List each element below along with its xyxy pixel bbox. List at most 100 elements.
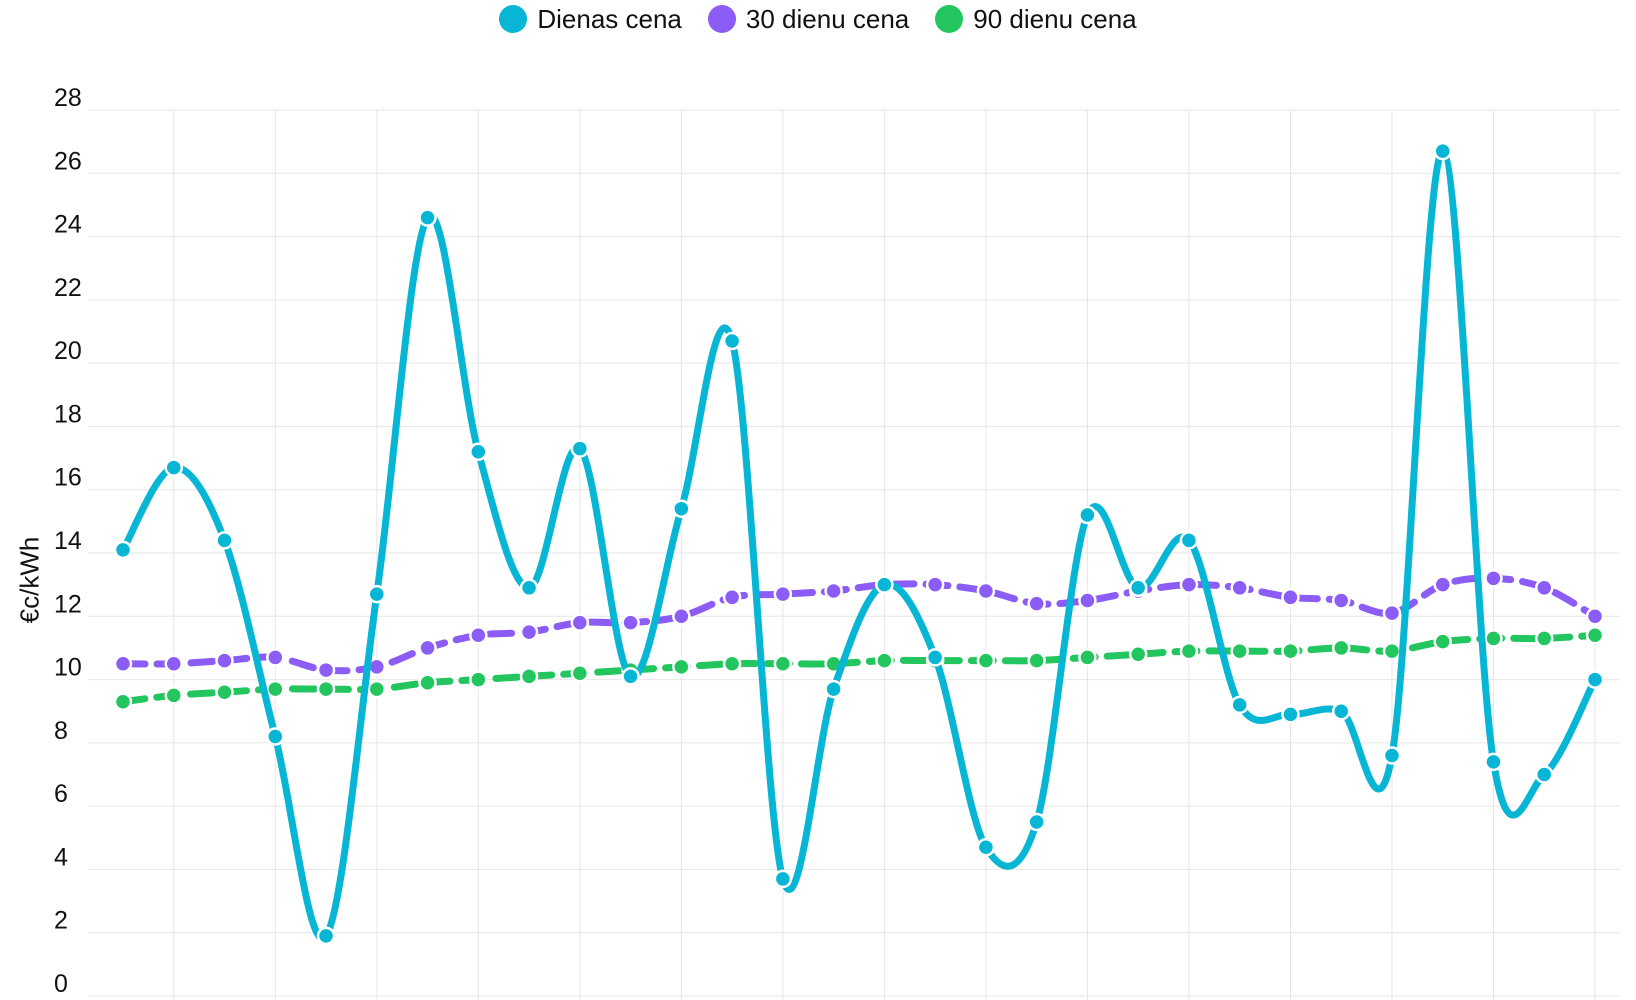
data-point-dienas-cena	[925, 648, 945, 667]
data-point-dienas-cena	[215, 531, 234, 550]
data-point-dienas-cena	[1433, 141, 1452, 161]
data-point-dienas-cena	[773, 869, 793, 889]
data-point-90-dienu-cena	[1331, 638, 1351, 658]
data-point-30-dienu-cena	[113, 654, 133, 673]
data-point-90-dienu-cena	[672, 657, 691, 677]
data-point-dienas-cena	[976, 838, 996, 857]
data-point-90-dienu-cena	[469, 670, 488, 689]
data-point-dienas-cena	[1382, 746, 1402, 765]
data-point-30-dienu-cena	[1534, 578, 1554, 598]
data-point-dienas-cena	[672, 499, 691, 518]
data-point-90-dienu-cena	[215, 682, 234, 702]
data-point-90-dienu-cena	[1534, 629, 1554, 648]
data-point-90-dienu-cena	[1078, 648, 1097, 667]
data-point-30-dienu-cena	[215, 651, 234, 670]
chart-legend: Dienas cena 30 dienu cena 90 dienu cena	[0, 0, 1636, 38]
data-point-30-dienu-cena	[672, 607, 691, 626]
y-tick-label: 16	[54, 464, 82, 492]
y-tick-label: 18	[54, 400, 82, 428]
series-90-dienu-cena	[113, 626, 1605, 711]
data-point-dienas-cena	[1078, 505, 1097, 525]
data-point-dienas-cena	[570, 439, 590, 458]
grid-layer	[88, 109, 1620, 1000]
data-point-30-dienu-cena	[519, 622, 539, 642]
y-tick-label: 20	[54, 337, 82, 365]
data-point-90-dienu-cena	[1382, 641, 1402, 661]
y-tick-label: 4	[54, 843, 68, 871]
series-layer	[113, 141, 1605, 946]
data-point-30-dienu-cena	[418, 638, 437, 658]
data-point-30-dienu-cena	[1179, 575, 1199, 594]
series-dienas-cena	[113, 141, 1605, 946]
data-point-90-dienu-cena	[1128, 645, 1148, 664]
y-tick-label: 0	[54, 970, 68, 998]
y-tick-label: 14	[54, 527, 82, 555]
data-point-dienas-cena	[164, 458, 184, 477]
data-point-dienas-cena	[418, 208, 437, 227]
data-point-30-dienu-cena	[1331, 591, 1351, 610]
data-point-dienas-cena	[519, 578, 539, 598]
y-tick-label: 24	[54, 211, 82, 239]
series-30-dienu-cena	[113, 569, 1605, 680]
data-point-dienas-cena	[316, 926, 336, 946]
data-point-dienas-cena	[875, 575, 894, 594]
y-tick-label: 12	[54, 590, 82, 618]
legend-swatch-dienas-cena	[499, 5, 528, 33]
data-point-90-dienu-cena	[773, 654, 793, 673]
legend-swatch-30-dienu-cena	[707, 5, 736, 33]
data-point-dienas-cena	[1331, 701, 1351, 721]
data-point-dienas-cena	[1534, 765, 1554, 784]
legend-label-90-dienu-cena: 90 dienu cena	[973, 3, 1137, 34]
y-tick-label: 8	[54, 717, 68, 745]
data-point-30-dienu-cena	[925, 575, 945, 594]
data-point-dienas-cena	[621, 667, 640, 686]
data-point-30-dienu-cena	[1230, 578, 1249, 598]
data-point-90-dienu-cena	[976, 651, 996, 670]
data-point-90-dienu-cena	[570, 663, 590, 683]
legend-item-30-dienu-cena[interactable]: 30 dienu cena	[707, 3, 910, 35]
y-tick-label: 6	[54, 780, 68, 808]
data-point-dienas-cena	[824, 679, 843, 699]
data-point-30-dienu-cena	[469, 626, 488, 645]
y-tick-label: 2	[54, 907, 68, 935]
data-point-dienas-cena	[113, 540, 133, 560]
data-point-30-dienu-cena	[773, 584, 793, 604]
data-point-90-dienu-cena	[266, 679, 285, 699]
data-point-30-dienu-cena	[824, 581, 843, 601]
data-point-dienas-cena	[1027, 812, 1046, 832]
legend-item-dienas-cena[interactable]: Dienas cena	[499, 4, 682, 35]
data-point-30-dienu-cena	[1281, 588, 1300, 607]
data-point-90-dienu-cena	[722, 654, 742, 673]
data-point-dienas-cena	[367, 584, 387, 604]
legend-label-30-dienu-cena: 30 dienu cena	[745, 3, 910, 34]
data-point-30-dienu-cena	[1078, 591, 1097, 610]
data-point-30-dienu-cena	[1027, 594, 1046, 613]
data-point-90-dienu-cena	[1281, 641, 1300, 661]
data-point-90-dienu-cena	[367, 679, 387, 699]
data-point-90-dienu-cena	[875, 651, 894, 670]
data-point-dienas-cena	[266, 727, 285, 746]
legend-swatch-90-dienu-cena	[935, 5, 964, 33]
legend-item-90-dienu-cena[interactable]: 90 dienu cena	[935, 3, 1137, 35]
legend-label-dienas-cena: Dienas cena	[537, 3, 682, 34]
data-point-90-dienu-cena	[1027, 651, 1046, 670]
y-tick-label: 28	[54, 84, 82, 112]
data-point-dienas-cena	[1484, 752, 1503, 772]
data-point-30-dienu-cena	[621, 613, 640, 632]
data-point-dienas-cena	[1128, 578, 1148, 598]
data-point-dienas-cena	[722, 331, 742, 351]
data-point-dienas-cena	[1585, 670, 1605, 689]
data-point-dienas-cena	[1281, 705, 1300, 724]
series-line-dienas-cena	[119, 147, 1599, 942]
data-point-dienas-cena	[1179, 531, 1199, 550]
data-point-30-dienu-cena	[722, 588, 742, 607]
data-point-90-dienu-cena	[1433, 632, 1452, 651]
data-point-90-dienu-cena	[1230, 641, 1249, 661]
data-point-90-dienu-cena	[1484, 629, 1503, 648]
data-point-30-dienu-cena	[1585, 607, 1605, 626]
data-point-90-dienu-cena	[1179, 641, 1199, 661]
data-point-90-dienu-cena	[164, 686, 184, 705]
data-point-90-dienu-cena	[1585, 626, 1605, 645]
